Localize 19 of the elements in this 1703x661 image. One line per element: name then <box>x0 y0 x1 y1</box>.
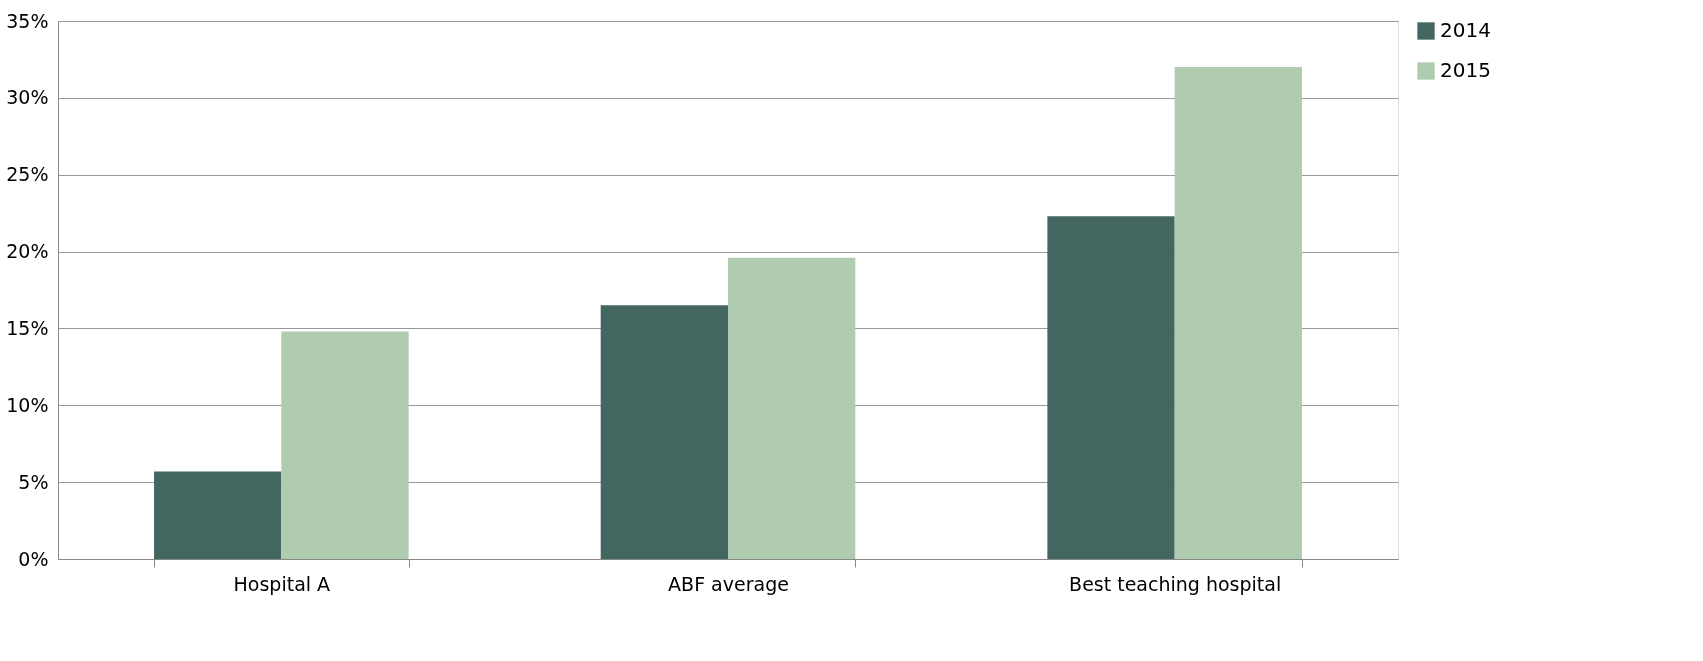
x-tick-label: ABF average <box>668 572 789 595</box>
bar <box>728 257 856 559</box>
y-tick-label: 25% <box>6 163 49 186</box>
bar <box>1047 216 1175 559</box>
bar <box>600 305 728 559</box>
x-tick-label: Hospital A <box>233 572 331 595</box>
bar <box>154 471 282 559</box>
bar <box>281 331 409 559</box>
y-tick-label: 30% <box>6 86 49 109</box>
y-tick-label: 0% <box>18 547 49 570</box>
y-tick-label: 15% <box>6 316 49 339</box>
y-tick-label: 10% <box>6 393 49 416</box>
y-tick-label: 5% <box>18 470 49 493</box>
legend-label: 2015 <box>1440 58 1491 82</box>
x-tick-label: Best teaching hospital <box>1069 572 1282 595</box>
bar <box>1174 67 1302 559</box>
y-tick-label: 20% <box>6 240 49 263</box>
legend-label: 2014 <box>1440 18 1491 42</box>
y-tick-label: 35% <box>6 9 49 32</box>
